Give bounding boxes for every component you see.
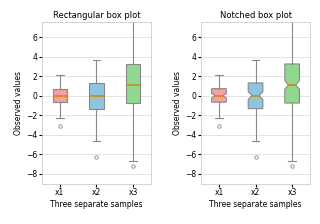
X-axis label: Three separate samples: Three separate samples	[50, 200, 143, 209]
Title: Rectangular box plot: Rectangular box plot	[53, 11, 140, 20]
PathPatch shape	[89, 83, 104, 109]
PathPatch shape	[212, 89, 226, 102]
PathPatch shape	[285, 64, 300, 103]
PathPatch shape	[248, 83, 263, 109]
PathPatch shape	[126, 64, 140, 103]
X-axis label: Three separate samples: Three separate samples	[209, 200, 302, 209]
Title: Notched box plot: Notched box plot	[220, 11, 292, 20]
Y-axis label: Observed values: Observed values	[173, 71, 182, 135]
Y-axis label: Observed values: Observed values	[14, 71, 23, 135]
PathPatch shape	[52, 89, 67, 102]
